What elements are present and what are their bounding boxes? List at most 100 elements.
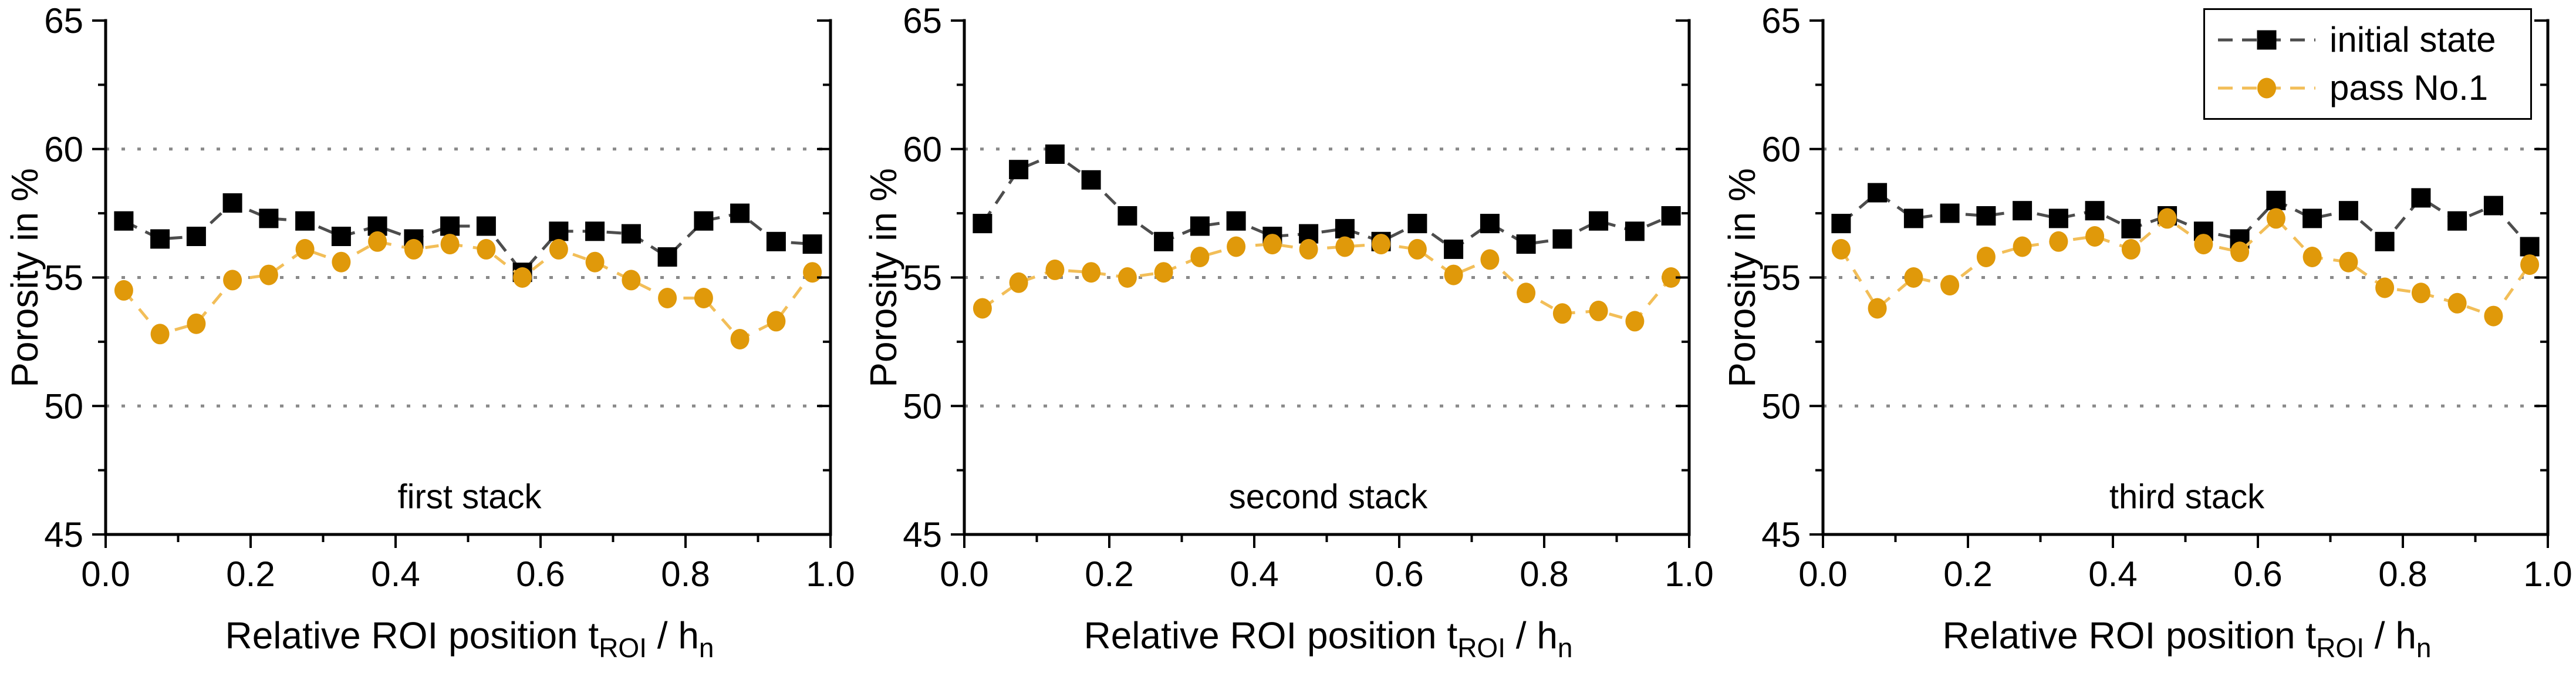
marker-square — [1831, 214, 1851, 234]
marker-circle — [1831, 238, 1851, 260]
marker-square — [186, 227, 206, 246]
legend-marker-circle — [2257, 78, 2276, 99]
marker-circle — [2085, 226, 2105, 247]
plot-area-third-stack: 45 50 55 60 65 0.0 0.2 0.4 0.6 0.8 1.0 — [1761, 1, 2572, 594]
marker-circle — [1552, 303, 1572, 324]
marker-circle — [1904, 267, 1923, 288]
marker-circle — [223, 270, 242, 291]
x-axis-title: Relative ROI position tROI / hn — [225, 614, 714, 663]
marker-square — [973, 214, 992, 234]
marker-circle — [440, 234, 460, 255]
legend: initial state pass No.1 — [2203, 8, 2532, 120]
marker-circle — [973, 298, 992, 319]
ticks — [92, 19, 832, 548]
x-axis-title-divider: / h — [646, 614, 699, 657]
y-axis-title: Porosity in % — [1720, 168, 1764, 387]
marker-square — [2447, 211, 2467, 231]
marker-circle — [549, 238, 568, 260]
marker-circle — [1262, 234, 1282, 255]
stack-annotation-first: first stack — [397, 477, 542, 516]
marker-circle — [1976, 247, 1996, 267]
x-tick-label-0.2: 0.2 — [1085, 554, 1133, 594]
marker-circle — [2121, 238, 2141, 260]
marker-square — [2338, 201, 2358, 221]
marker-square — [585, 221, 605, 241]
marker-circle — [2049, 231, 2068, 252]
marker-square — [2411, 188, 2431, 208]
marker-square — [222, 193, 242, 213]
marker-circle — [2013, 236, 2032, 257]
series-markers-initial-state — [973, 144, 1681, 259]
y-tick-label-50: 50 — [1761, 386, 1801, 426]
marker-circle — [1407, 238, 1427, 260]
y-tick-label-65: 65 — [903, 1, 942, 41]
x-tick-label-0.0: 0.0 — [940, 554, 988, 594]
marker-square — [1976, 206, 1996, 226]
x-tick-label-0.6: 0.6 — [2233, 554, 2282, 594]
marker-circle — [1662, 267, 1681, 288]
marker-circle — [150, 324, 170, 345]
y-tick-label-55: 55 — [903, 258, 942, 298]
x-tick-label-1.0: 1.0 — [806, 554, 855, 594]
y-axis-title-text: Porosity in % — [4, 168, 46, 388]
x-axis-title-subscript-n: n — [698, 633, 714, 663]
marker-circle — [1009, 272, 1028, 293]
marker-square — [766, 231, 786, 251]
marker-circle — [2230, 241, 2250, 263]
ticks — [1809, 19, 2549, 548]
marker-square — [2085, 201, 2105, 221]
legend-marker-square — [2257, 30, 2277, 50]
x-tick-label-0.8: 0.8 — [1520, 554, 1568, 594]
x-tick-label-0.0: 0.0 — [81, 554, 130, 594]
marker-square — [1444, 239, 1464, 259]
marker-circle — [1589, 300, 1608, 321]
marker-square — [1154, 231, 1174, 251]
marker-square — [1940, 203, 1960, 223]
marker-square — [1589, 211, 1609, 231]
marker-square — [1190, 216, 1210, 236]
marker-square — [1081, 170, 1101, 190]
y-tick-label-55: 55 — [1761, 258, 1801, 298]
series-markers-pass-no-1 — [973, 234, 1681, 332]
marker-square — [295, 211, 315, 231]
y-axis-title-text: Porosity in % — [862, 168, 904, 388]
marker-circle — [2484, 305, 2503, 327]
marker-square — [694, 211, 714, 231]
legend-label-initial-state: initial state — [2329, 20, 2496, 60]
marker-square — [1661, 206, 1681, 226]
marker-circle — [1154, 262, 1173, 283]
marker-circle — [2302, 247, 2322, 267]
marker-circle — [1227, 236, 1246, 257]
x-tick-label-0.4: 0.4 — [2088, 554, 2137, 594]
marker-square — [1045, 144, 1065, 164]
x-axis-title: Relative ROI position tROI / hn — [1942, 614, 2431, 663]
y-tick-label-60: 60 — [1761, 130, 1801, 169]
chart-panel-first-stack: 45 50 55 60 65 0.0 0.2 0.4 0.6 0.8 1.0 Porosity in… — [0, 0, 859, 676]
marker-circle — [1444, 264, 1463, 285]
plot-area-second-stack: 45 50 55 60 65 0.0 0.2 0.4 0.6 0.8 1.0 — [903, 1, 1713, 594]
marker-square — [1903, 208, 1923, 228]
x-axis-title-subscript-roi: ROI — [599, 633, 647, 663]
marker-circle — [1335, 236, 1355, 257]
axes-spines — [104, 19, 832, 536]
marker-circle — [2339, 251, 2358, 273]
series-markers-pass-no-1 — [1831, 208, 2540, 327]
marker-circle — [1480, 249, 1500, 270]
marker-square — [114, 211, 134, 231]
marker-circle — [2194, 234, 2213, 255]
marker-circle — [694, 288, 713, 308]
marker-circle — [767, 311, 786, 332]
marker-circle — [1190, 247, 1210, 267]
marker-square — [1480, 214, 1500, 234]
x-tick-label-1.0: 1.0 — [1665, 554, 1713, 594]
marker-circle — [332, 251, 351, 273]
x-axis-title-divider: / h — [2364, 614, 2416, 657]
x-tick-label-0.0: 0.0 — [1798, 554, 1847, 594]
x-axis-title: Relative ROI position tROI / hn — [1083, 614, 1572, 663]
marker-square — [2375, 231, 2395, 251]
plot-area-first-stack: 45 50 55 60 65 0.0 0.2 0.4 0.6 0.8 1.0 — [44, 1, 855, 594]
y-tick-label-50: 50 — [903, 386, 942, 426]
x-axis-title-text: Relative ROI position t — [1083, 614, 1458, 657]
marker-circle — [2158, 208, 2177, 229]
marker-square — [1335, 218, 1355, 238]
